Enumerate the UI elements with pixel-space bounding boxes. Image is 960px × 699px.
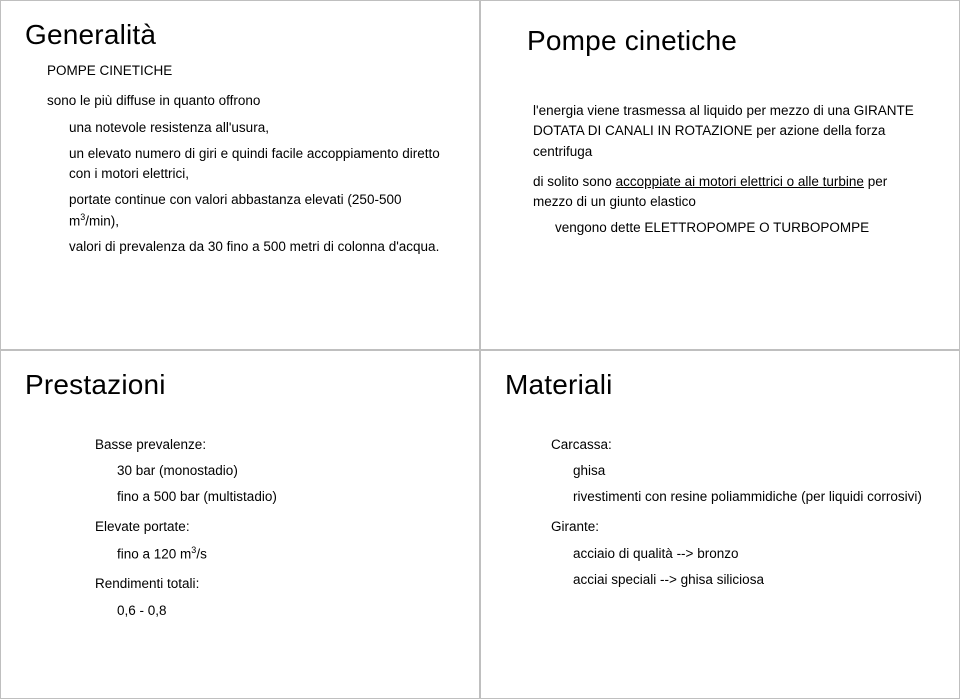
line-portate: portate continue con valori abbastanza e… (47, 190, 455, 231)
txt-bold: Basse prevalenze (95, 437, 202, 452)
spacer (505, 71, 935, 91)
title-generalita: Generalità (25, 19, 455, 51)
h-basse-prevalenze: Basse prevalenze: (95, 435, 455, 455)
line-acciai-speciali: acciai speciali --> ghisa siliciosa (551, 570, 935, 590)
line-diffuse: sono le più diffuse in quanto offrono (47, 91, 455, 111)
title-materiali: Materiali (505, 369, 935, 401)
txt-underline: accoppiate ai motori elettrici o alle tu… (616, 174, 864, 189)
panel-materiali: Materiali Carcassa: ghisa rivestimenti c… (480, 350, 960, 699)
spacer (505, 415, 935, 425)
txt: /s (196, 546, 207, 561)
title-prestazioni: Prestazioni (25, 369, 455, 401)
txt: /min), (85, 213, 119, 228)
colon: : (196, 576, 200, 591)
line-rivestimenti: rivestimenti con resine poliammidiche (p… (551, 487, 935, 507)
h-girante: Girante: (551, 517, 935, 537)
heading-pompe-cinetiche: POMPE CINETICHE (47, 61, 455, 81)
para-dette: vengono dette ELETTROPOMPE O TURBOPOMPE (533, 218, 915, 238)
h-carcassa: Carcassa: (551, 435, 935, 455)
content-prestazioni: Basse prevalenze: 30 bar (monostadio) fi… (25, 435, 455, 621)
txt-bold: Elevate portate (95, 519, 186, 534)
line-acciaio: acciaio di qualità --> bronzo (551, 544, 935, 564)
colon: : (608, 437, 612, 452)
colon: : (595, 519, 599, 534)
colon: : (186, 519, 190, 534)
spacer (25, 415, 455, 425)
line-rendimenti: 0,6 - 0,8 (95, 601, 455, 621)
content-materiali: Carcassa: ghisa rivestimenti con resine … (505, 435, 935, 591)
txt: fino a 120 m (117, 546, 191, 561)
title-pompe-cinetiche: Pompe cinetiche (505, 25, 935, 57)
colon: : (202, 437, 206, 452)
line-ghisa: ghisa (551, 461, 935, 481)
txt-bold: Carcassa (551, 437, 608, 452)
h-elevate-portate: Elevate portate: (95, 517, 455, 537)
para-accoppiate: di solito sono accoppiate ai motori elet… (533, 172, 915, 213)
txt: in quanto offrono (156, 93, 261, 108)
line-usura: una notevole resistenza all'usura, (47, 118, 455, 138)
txt-bold: più diffuse (94, 93, 155, 108)
line-prevalenza: valori di prevalenza da 30 fino a 500 me… (47, 237, 455, 257)
txt: sono le (47, 93, 94, 108)
line-portate: fino a 120 m3/s (95, 544, 455, 565)
panel-prestazioni: Prestazioni Basse prevalenze: 30 bar (mo… (0, 350, 480, 699)
content-pompe-cinetiche: l'energia viene trasmessa al liquido per… (505, 101, 935, 239)
slide-grid: Generalità POMPE CINETICHE sono le più d… (0, 0, 960, 699)
txt: di solito sono (533, 174, 616, 189)
para-energia: l'energia viene trasmessa al liquido per… (533, 101, 915, 162)
txt-bold: Girante (551, 519, 595, 534)
h-rendimenti: Rendimenti totali: (95, 574, 455, 594)
panel-generalita: Generalità POMPE CINETICHE sono le più d… (0, 0, 480, 350)
line-giri: un elevato numero di giri e quindi facil… (47, 144, 455, 185)
txt-bold: Rendimenti totali (95, 576, 196, 591)
content-generalita: POMPE CINETICHE sono le più diffuse in q… (25, 61, 455, 258)
line-multistadio: fino a 500 bar (multistadio) (95, 487, 455, 507)
panel-pompe-cinetiche: Pompe cinetiche l'energia viene trasmess… (480, 0, 960, 350)
line-monostadio: 30 bar (monostadio) (95, 461, 455, 481)
